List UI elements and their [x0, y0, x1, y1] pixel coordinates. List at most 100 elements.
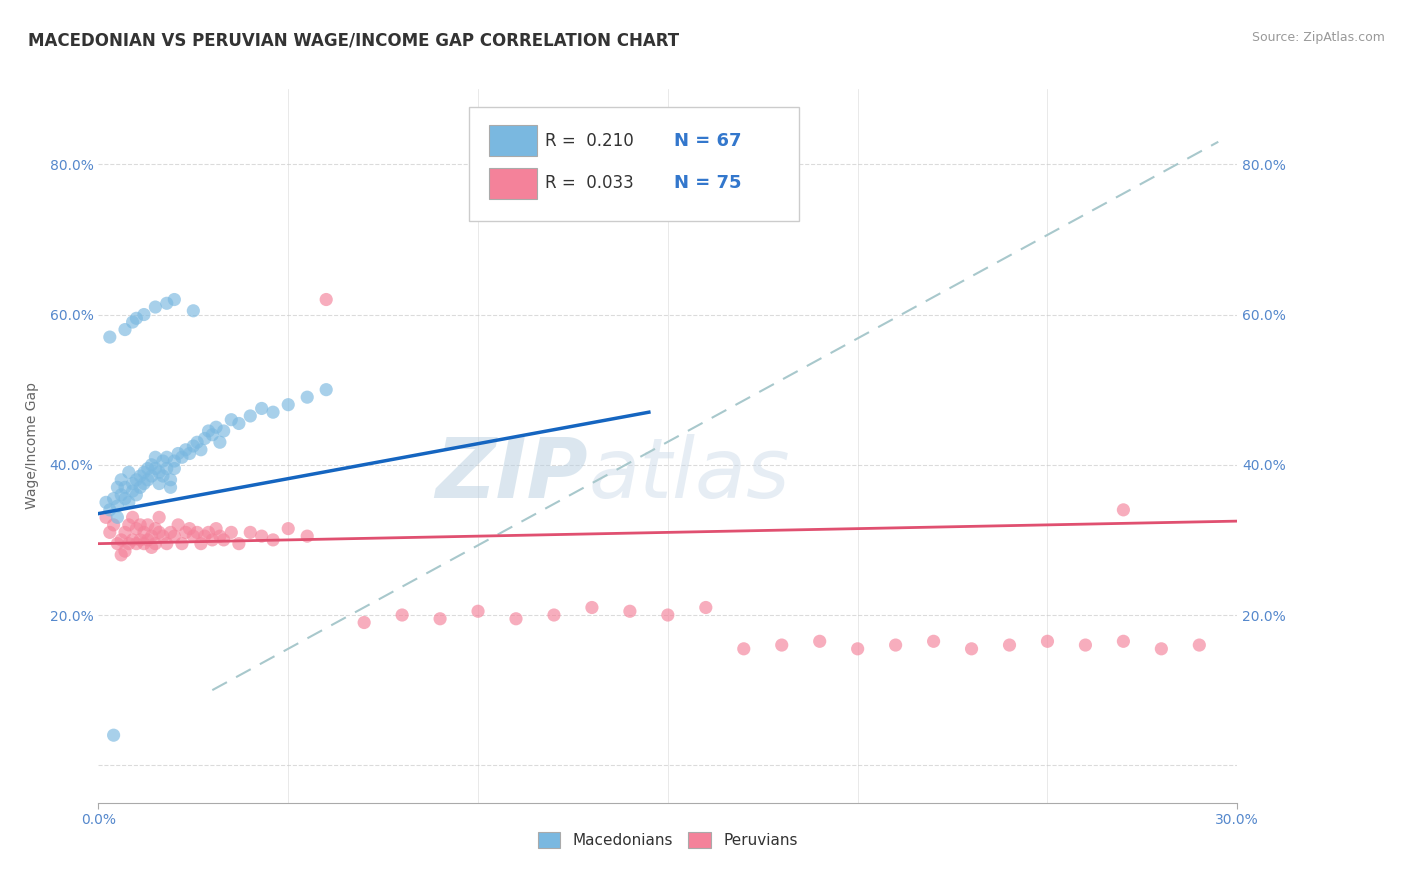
Point — [543, 607, 565, 622]
Point — [884, 638, 907, 652]
Point — [277, 398, 299, 412]
Point — [145, 461, 167, 475]
Point — [129, 480, 152, 494]
Point — [136, 533, 159, 547]
Point — [770, 638, 793, 652]
Point — [208, 529, 231, 543]
Point — [156, 296, 179, 310]
Point — [125, 522, 148, 536]
Point — [141, 541, 163, 555]
Point — [277, 522, 299, 536]
Point — [1150, 641, 1173, 656]
Point — [129, 469, 152, 483]
Point — [103, 517, 125, 532]
Point — [94, 510, 117, 524]
Point — [114, 322, 136, 336]
Point — [212, 533, 235, 547]
Point — [239, 525, 262, 540]
Point — [1036, 634, 1059, 648]
Point — [103, 728, 125, 742]
Point — [148, 525, 170, 540]
Point — [145, 536, 167, 550]
Point — [695, 600, 717, 615]
Point — [114, 544, 136, 558]
Point — [121, 484, 143, 499]
Point — [194, 432, 217, 446]
Point — [118, 465, 141, 479]
FancyBboxPatch shape — [489, 125, 537, 156]
Point — [118, 495, 141, 509]
Point — [197, 525, 219, 540]
Point — [132, 525, 155, 540]
Point — [1112, 503, 1135, 517]
Text: R =  0.210: R = 0.210 — [546, 132, 634, 150]
Point — [148, 476, 170, 491]
Point — [98, 503, 121, 517]
Point — [262, 405, 284, 419]
Legend: Macedonians, Peruvians: Macedonians, Peruvians — [530, 824, 806, 855]
Point — [110, 473, 132, 487]
Point — [145, 300, 167, 314]
FancyBboxPatch shape — [489, 168, 537, 199]
Point — [808, 634, 831, 648]
Point — [183, 303, 205, 318]
Point — [152, 469, 174, 483]
Point — [118, 536, 141, 550]
Point — [159, 480, 181, 494]
Point — [1074, 638, 1097, 652]
Point — [998, 638, 1021, 652]
Point — [960, 641, 983, 656]
Point — [107, 499, 129, 513]
Text: MACEDONIAN VS PERUVIAN WAGE/INCOME GAP CORRELATION CHART: MACEDONIAN VS PERUVIAN WAGE/INCOME GAP C… — [28, 31, 679, 49]
Point — [170, 450, 193, 465]
Point — [121, 533, 143, 547]
Point — [107, 536, 129, 550]
Point — [297, 390, 319, 404]
Point — [103, 491, 125, 506]
Point — [201, 533, 224, 547]
Point — [315, 383, 337, 397]
Point — [846, 641, 869, 656]
Y-axis label: Wage/Income Gap: Wage/Income Gap — [24, 383, 38, 509]
Point — [121, 510, 143, 524]
Point — [125, 536, 148, 550]
Point — [152, 529, 174, 543]
Point — [212, 424, 235, 438]
Point — [429, 612, 451, 626]
Point — [110, 548, 132, 562]
Point — [205, 420, 228, 434]
Point — [170, 536, 193, 550]
Point — [121, 315, 143, 329]
Point — [145, 522, 167, 536]
Point — [221, 525, 243, 540]
Point — [167, 446, 190, 460]
Point — [136, 461, 159, 475]
Text: N = 67: N = 67 — [673, 132, 741, 150]
Point — [221, 413, 243, 427]
Point — [121, 476, 143, 491]
Point — [186, 525, 208, 540]
Point — [132, 476, 155, 491]
Text: atlas: atlas — [588, 434, 790, 515]
Point — [179, 522, 201, 536]
Point — [657, 607, 679, 622]
Text: R =  0.033: R = 0.033 — [546, 175, 634, 193]
Point — [163, 454, 186, 468]
Point — [159, 473, 181, 487]
Point — [107, 510, 129, 524]
Text: Source: ZipAtlas.com: Source: ZipAtlas.com — [1251, 31, 1385, 45]
Text: N = 75: N = 75 — [673, 175, 741, 193]
Point — [110, 488, 132, 502]
Point — [98, 525, 121, 540]
Point — [208, 435, 231, 450]
Point — [118, 517, 141, 532]
Point — [201, 427, 224, 442]
Point — [156, 450, 179, 465]
Point — [148, 510, 170, 524]
Text: ZIP: ZIP — [436, 434, 588, 515]
Point — [190, 536, 212, 550]
Point — [190, 442, 212, 457]
Point — [262, 533, 284, 547]
Point — [110, 533, 132, 547]
Point — [297, 529, 319, 543]
